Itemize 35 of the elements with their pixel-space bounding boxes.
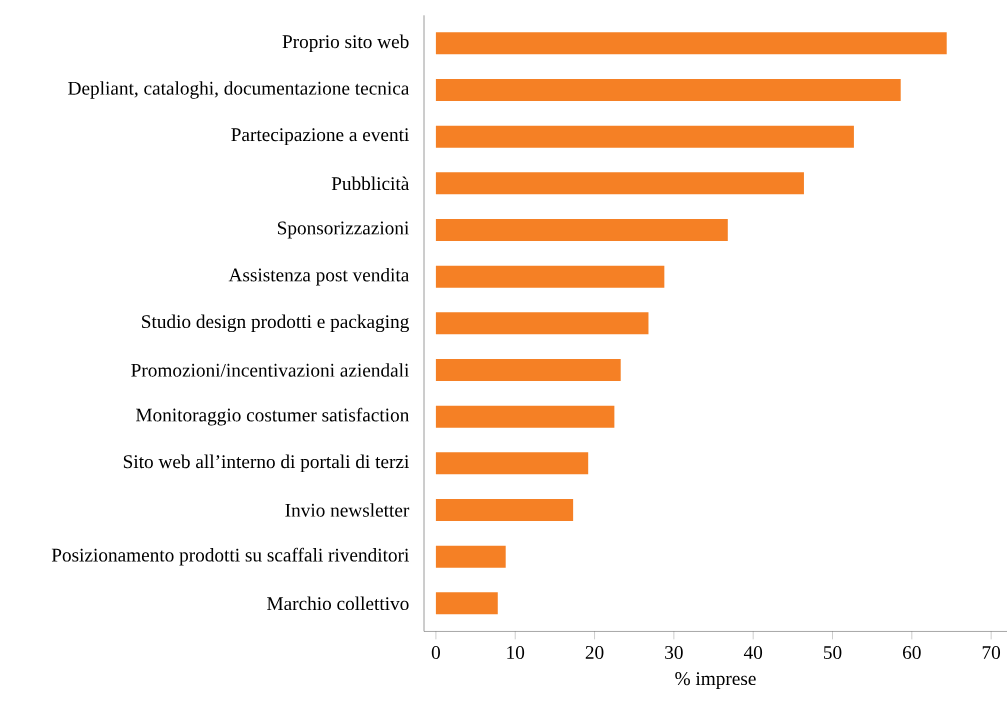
y-tick-label: Invio newsletter <box>285 503 410 517</box>
bar <box>435 452 589 475</box>
bar <box>435 78 901 101</box>
bar <box>435 499 574 521</box>
x-tick-label: 60 <box>903 646 921 660</box>
y-tick-label: Assistenza post vendita <box>228 267 410 286</box>
x-tick-label: 0 <box>431 646 440 660</box>
bar <box>435 358 621 381</box>
y-tick-label: Studio design prodotti e packaging <box>142 314 409 333</box>
y-tick-label: Posizionamento prodotti su scaffali rivenditori <box>51 547 409 566</box>
x-tick-label: 50 <box>823 646 842 660</box>
y-tick-label: Marchio collettivo <box>267 596 409 611</box>
x-tick-label: 30 <box>665 646 683 660</box>
bar <box>435 265 665 288</box>
bar <box>435 312 649 335</box>
y-tick-label: Depliant, cataloghi, documentazione tecnica <box>68 81 410 99</box>
bar <box>435 218 728 241</box>
bar <box>435 545 506 568</box>
bar <box>435 592 498 615</box>
bar <box>435 32 947 55</box>
x-tick-label: 10 <box>507 646 525 660</box>
y-tick-label: Sponsorizzazioni <box>277 221 409 239</box>
x-tick-label: 70 <box>982 646 1001 660</box>
x-axis-title: % imprese <box>675 672 756 690</box>
x-tick-label: 20 <box>585 646 604 660</box>
x-tick-label: 40 <box>743 646 763 660</box>
y-tick-label: Partecipazione a eventi <box>231 128 409 146</box>
bar <box>435 125 854 148</box>
y-tick-label: Pubblicità <box>331 176 410 191</box>
bar <box>435 172 804 195</box>
y-tick-label: Promozioni/incentivazioni aziendali <box>131 363 409 377</box>
y-tick-label: Sito web all’interno di portali di terzi <box>123 454 409 473</box>
y-tick-label: Monitoraggio costumer satisfaction <box>136 407 410 426</box>
bar <box>435 405 615 428</box>
y-tick-label: Proprio sito web <box>282 34 409 53</box>
